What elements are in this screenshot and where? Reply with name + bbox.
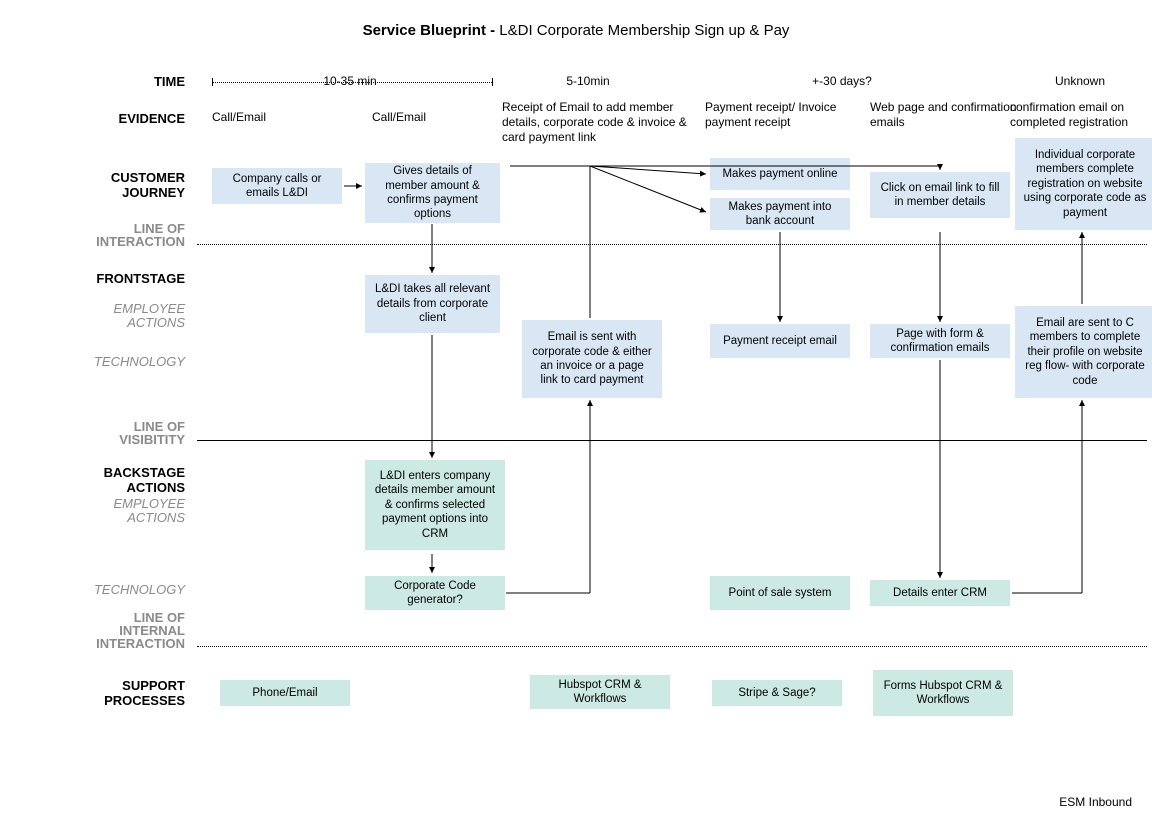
line-of-visibility [197, 440, 1147, 441]
row-label-supp2: PROCESSES [40, 694, 185, 709]
time-label-2: 5-10min [538, 74, 638, 88]
frontstage-box-f1: L&DI takes all relevant details from cor… [365, 275, 500, 333]
frontstage-box-f4: Page with form & confirmation emails [870, 324, 1010, 358]
time-label-1: 10-35 min [300, 74, 400, 88]
evidence-e3: Receipt of Email to add member details, … [502, 100, 692, 145]
footer-credit: ESM Inbound [1059, 795, 1132, 809]
row-label-customer1: CUSTOMER [40, 171, 185, 186]
row-label-evidence: EVIDENCE [40, 112, 185, 127]
support-box-s4: Forms Hubspot CRM & Workflows [873, 670, 1013, 716]
line-of-interaction [197, 244, 1147, 245]
backstage-box-b4: Details enter CRM [870, 580, 1010, 606]
time-tick [492, 78, 493, 86]
evidence-e2: Call/Email [372, 110, 492, 125]
title-rest: L&DI Corporate Membership Sign up & Pay [499, 22, 789, 39]
backstage-box-b2: Corporate Code generator? [365, 576, 505, 610]
evidence-e6: confirmation email on completed registra… [1010, 100, 1152, 130]
row-label-lov2: VISIBITITY [40, 433, 185, 448]
backstage-box-b3: Point of sale system [710, 576, 850, 610]
row-label-tech2: TECHNOLOGY [40, 583, 185, 598]
title-bold: Service Blueprint - [363, 22, 500, 39]
evidence-e1: Call/Email [212, 110, 332, 125]
customer-box-c4: Makes payment into bank account [710, 198, 850, 230]
time-tick [212, 78, 213, 86]
line-of-internal-interaction [197, 646, 1147, 647]
row-label-time: TIME [40, 75, 185, 90]
support-box-s1: Phone/Email [220, 680, 350, 706]
row-label-tech1: TECHNOLOGY [40, 355, 185, 370]
customer-box-c3: Makes payment online [710, 158, 850, 190]
evidence-e4: Payment receipt/ Invoice payment receipt [705, 100, 855, 130]
time-label-3: +-30 days? [782, 74, 902, 88]
customer-box-c2: Gives details of member amount & confirm… [365, 163, 500, 223]
support-box-s2: Hubspot CRM & Workflows [530, 675, 670, 709]
frontstage-box-f2: Email is sent with corporate code & eith… [522, 320, 662, 398]
frontstage-box-f5: Email are sent to C members to complete … [1015, 306, 1152, 398]
support-box-s3: Stripe & Sage? [712, 680, 842, 706]
row-label-back1: BACKSTAGE [40, 466, 185, 481]
row-label-customer2: JOURNEY [40, 186, 185, 201]
customer-box-c1: Company calls or emails L&DI [212, 168, 342, 204]
frontstage-box-f3: Payment receipt email [710, 324, 850, 358]
service-blueprint-canvas: { "title_bold": "Service Blueprint - ", … [0, 0, 1152, 819]
backstage-box-b1: L&DI enters company details member amoun… [365, 460, 505, 550]
customer-box-c6: Individual corporate members complete re… [1015, 138, 1152, 230]
row-label-frontstage: FRONTSTAGE [40, 272, 185, 287]
row-label-loi2: INTERACTION [40, 235, 185, 250]
evidence-e5: Web page and confirmation emails [870, 100, 1020, 130]
row-label-emp1b: ACTIONS [40, 316, 185, 331]
customer-box-c5: Click on email link to fill in member de… [870, 172, 1010, 218]
row-label-back2: ACTIONS [40, 481, 185, 496]
row-label-supp1: SUPPORT [40, 679, 185, 694]
time-label-4: Unknown [1030, 74, 1130, 88]
row-label-emp2b: ACTIONS [40, 511, 185, 526]
page-title: Service Blueprint - L&DI Corporate Membe… [0, 22, 1152, 39]
row-label-lii3: INTERACTION [40, 637, 185, 652]
